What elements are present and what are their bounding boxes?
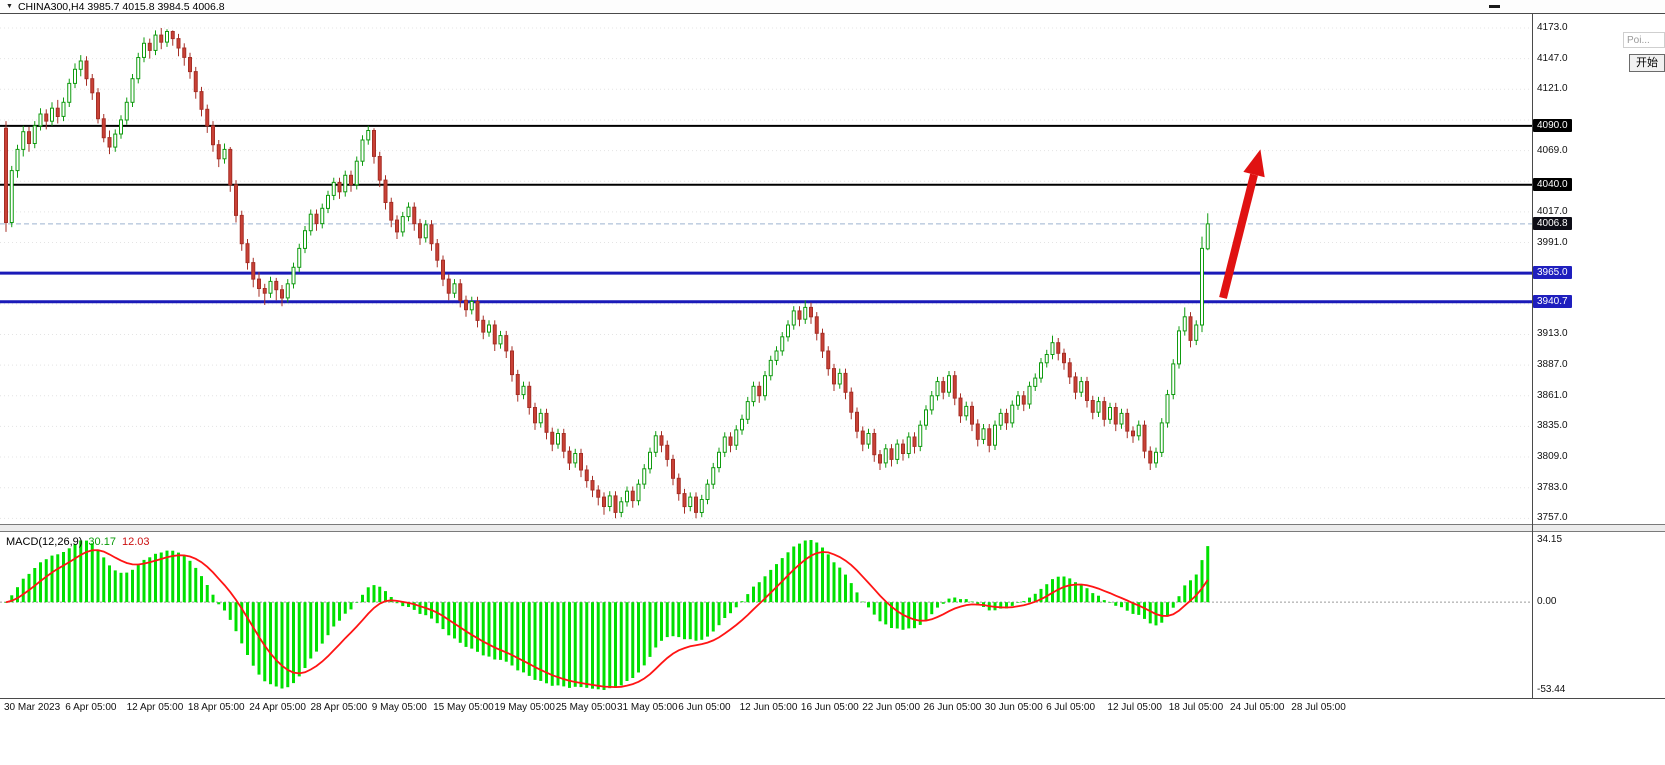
- time-tick: 12 Jun 05:00: [739, 702, 798, 713]
- price-tick: 4017.0: [1537, 205, 1568, 217]
- candles: [4, 28, 1210, 519]
- time-tick: 24 Apr 05:00: [249, 702, 306, 713]
- time-tick: 18 Jul 05:00: [1168, 702, 1224, 713]
- time-tick: 26 Jun 05:00: [923, 702, 982, 713]
- time-tick: 28 Apr 05:00: [310, 702, 368, 713]
- time-tick: 19 May 05:00: [494, 702, 555, 713]
- symbol-dropdown-icon[interactable]: ▼: [6, 2, 13, 10]
- price-tick: 3757.0: [1537, 512, 1568, 524]
- time-tick: 18 Apr 05:00: [187, 702, 245, 713]
- price-chart[interactable]: [0, 14, 1532, 524]
- chart-title: CHINA300,H4 3985.7 4015.8 3984.5 4006.8: [17, 0, 225, 13]
- price-tick: 4147.0: [1537, 52, 1568, 64]
- time-tick: 12 Apr 05:00: [126, 702, 184, 713]
- macd-tick: 34.15: [1537, 534, 1563, 545]
- price-tick: 3991.0: [1537, 236, 1568, 248]
- panel-splitter[interactable]: [0, 524, 1665, 532]
- price-tick: 3835.0: [1537, 420, 1568, 432]
- time-axis[interactable]: 30 Mar 2023 6 Apr 05:00 12 Apr 05:00 18 Apr…: [0, 698, 1532, 765]
- grid-lines: [0, 27, 1532, 519]
- macd-tick: -53.44: [1537, 684, 1566, 695]
- window-control-dash[interactable]: [1489, 5, 1500, 8]
- macd-signal-value: 12.03: [121, 536, 150, 548]
- price-tick: 3809.0: [1537, 451, 1568, 463]
- macd-signal-line: [5, 549, 1209, 689]
- macd-panel[interactable]: [0, 532, 1532, 698]
- time-tick: 30 Mar 2023: [4, 702, 61, 713]
- time-tick: 22 Jun 05:00: [862, 702, 921, 713]
- price-tick: 4173.0: [1537, 22, 1568, 33]
- chart-titlebar: ▼ CHINA300,H4 3985.7 4015.8 3984.5 4006.…: [0, 0, 1665, 14]
- time-tick: 6 Apr 05:00: [65, 702, 117, 713]
- macd-tick: 0.00: [1537, 596, 1557, 608]
- price-tick: 4121.0: [1537, 83, 1568, 95]
- time-tick: 28 Jul 05:00: [1291, 702, 1346, 713]
- macd-params: MACD(12,26,9): [6, 536, 83, 548]
- macd-histogram: [4, 540, 1210, 690]
- price-tick: 3861.0: [1537, 389, 1568, 401]
- price-tick: 3783.0: [1537, 481, 1568, 493]
- price-badge: 3940.7: [1533, 294, 1572, 308]
- price-badge: 4040.0: [1533, 177, 1572, 191]
- price-tick: 3887.0: [1537, 359, 1568, 371]
- price-axis[interactable]: 4173.0 4147.0 4121.0 4069.0 4017.0 3991.0 3913…: [1532, 0, 1665, 765]
- time-tick: 25 May 05:00: [555, 702, 617, 713]
- time-tick: 31 May 05:00: [617, 702, 678, 713]
- time-tick: 15 May 05:00: [433, 702, 494, 713]
- time-tick: 12 Jul 05:00: [1107, 702, 1162, 713]
- axis-separator: [1532, 14, 1533, 698]
- macd-indicator-label: MACD(12,26,9) 30.17 12.03: [6, 536, 149, 548]
- poi-tooltip: Poi...: [1623, 32, 1665, 48]
- price-badge: 4090.0: [1533, 118, 1572, 132]
- time-tick: 24 Jul 05:00: [1230, 702, 1285, 713]
- macd-main-value: 30.17: [88, 536, 116, 548]
- time-tick: 6 Jun 05:00: [678, 702, 731, 713]
- price-tick: 3913.0: [1537, 328, 1568, 340]
- time-tick: 9 May 05:00: [371, 702, 427, 713]
- trend-arrow[interactable]: [1219, 149, 1265, 299]
- time-tick: 16 Jun 05:00: [800, 702, 859, 713]
- price-tick: 4069.0: [1537, 144, 1568, 156]
- time-tick: 30 Jun 05:00: [984, 702, 1043, 713]
- start-button[interactable]: 开始: [1629, 54, 1665, 72]
- horizontal-level-lines[interactable]: [0, 124, 1532, 304]
- macd-bottom-border: [0, 698, 1665, 699]
- time-tick: 6 Jul 05:00: [1046, 702, 1096, 713]
- price-badge: 4006.8: [1533, 216, 1572, 230]
- price-badge: 3965.0: [1533, 266, 1572, 280]
